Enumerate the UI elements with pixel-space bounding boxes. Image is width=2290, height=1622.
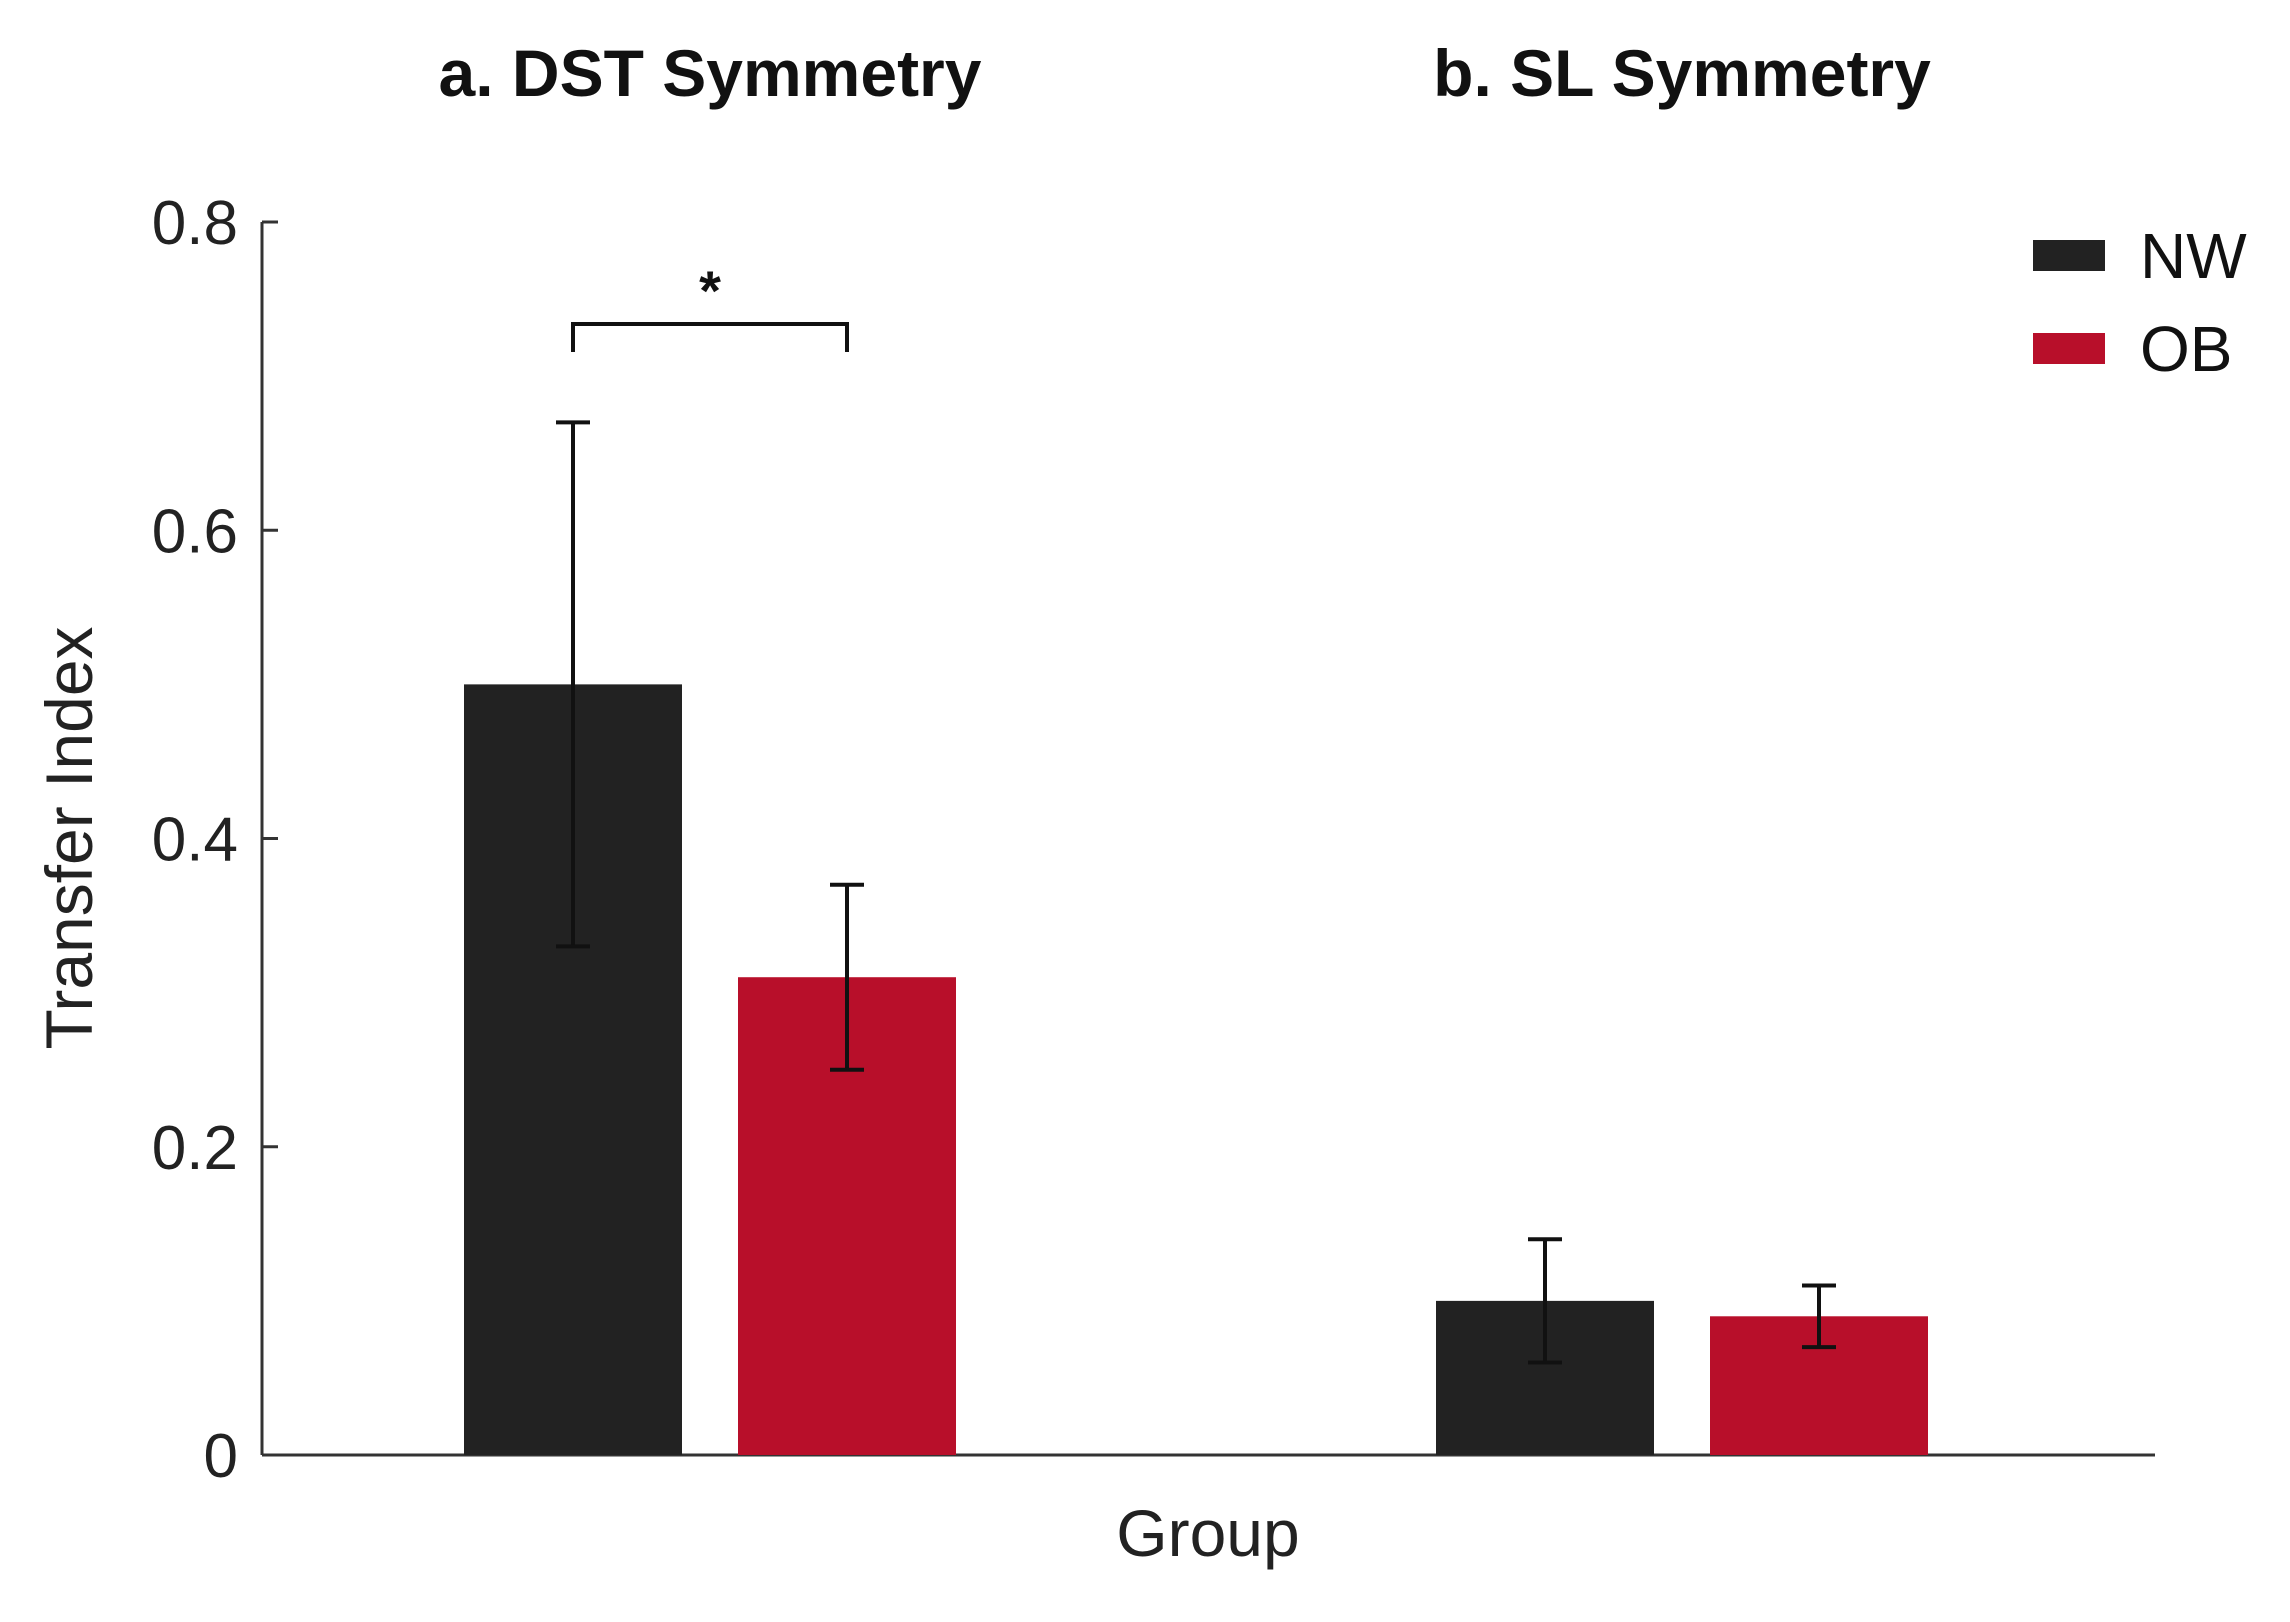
legend-label-nw: NW — [2140, 220, 2247, 292]
legend-swatch-nw — [2033, 240, 2105, 271]
y-tick-label: 0.6 — [152, 497, 238, 566]
significance-marker: * — [699, 259, 721, 322]
y-tick-label: 0.2 — [152, 1114, 238, 1183]
y-tick-label: 0 — [204, 1422, 238, 1491]
panel-title-a: a. DST Symmetry — [439, 36, 982, 110]
significance-bracket — [571, 322, 849, 352]
y-tick-label: 0.8 — [152, 189, 238, 258]
y-tick-label: 0.4 — [152, 806, 238, 875]
legend-swatch-ob — [2033, 333, 2105, 364]
y-axis-label: Transfer Index — [32, 626, 106, 1049]
legend: NW OB — [2033, 220, 2247, 385]
legend-label-ob: OB — [2140, 313, 2232, 385]
panel-title-b: b. SL Symmetry — [1433, 36, 1931, 110]
x-axis-label: Group — [1116, 1496, 1299, 1570]
